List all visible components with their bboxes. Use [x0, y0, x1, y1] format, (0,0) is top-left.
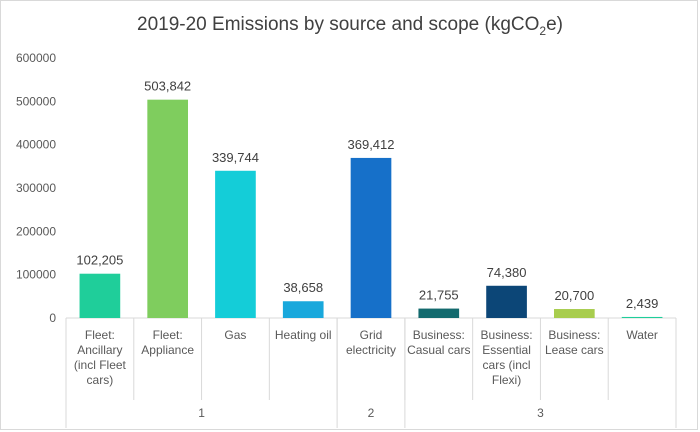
category-label: Flexi)	[492, 373, 521, 387]
data-label: 20,700	[554, 288, 594, 303]
bar	[350, 157, 392, 318]
data-label: 339,744	[212, 150, 259, 165]
data-label: 38,658	[283, 280, 323, 295]
chart-title: 2019-20 Emissions by source and scope (k…	[137, 14, 563, 38]
category-label: Casual cars	[407, 343, 470, 357]
category-label: cars)	[87, 373, 114, 387]
bar	[79, 273, 121, 318]
category-label: Water	[626, 328, 658, 342]
data-label: 74,380	[487, 265, 527, 280]
category-label: Appliance	[141, 343, 194, 357]
y-tick-label: 0	[49, 311, 56, 325]
bar	[554, 309, 595, 318]
data-label: 503,842	[144, 79, 191, 94]
category-label: cars (incl	[483, 358, 531, 372]
category-label: (incl Fleet	[74, 358, 127, 372]
data-label: 21,755	[419, 288, 459, 303]
y-tick-label: 200000	[16, 224, 56, 238]
group-label: 1	[198, 406, 205, 420]
bar	[621, 316, 663, 318]
category-label: Business:	[413, 328, 465, 342]
y-tick-label: 600000	[16, 51, 56, 65]
category-label: Ancillary	[77, 343, 122, 357]
category-label: Gas	[224, 328, 246, 342]
data-label: 2,439	[626, 296, 659, 311]
category-label: Fleet:	[153, 328, 183, 342]
group-label: 2	[368, 406, 375, 420]
category-label: electricity	[346, 343, 396, 357]
y-tick-label: 100000	[16, 268, 56, 282]
category-label: Essential	[482, 343, 531, 357]
category-label: Heating oil	[275, 328, 332, 342]
group-label: 3	[537, 406, 544, 420]
data-label: 369,412	[348, 137, 395, 152]
bar	[282, 301, 324, 318]
category-label: Business:	[548, 328, 600, 342]
data-label: 102,205	[76, 253, 123, 268]
y-tick-label: 500000	[16, 94, 56, 108]
y-tick-label: 300000	[16, 181, 56, 195]
category-label: Grid	[360, 328, 383, 342]
bar	[418, 308, 460, 318]
category-label: Business:	[481, 328, 533, 342]
category-label: Fleet:	[85, 328, 115, 342]
bar	[147, 99, 188, 319]
bar	[486, 285, 527, 318]
y-tick-label: 400000	[16, 138, 56, 152]
category-label: Lease cars	[545, 343, 604, 357]
bar	[215, 170, 256, 318]
